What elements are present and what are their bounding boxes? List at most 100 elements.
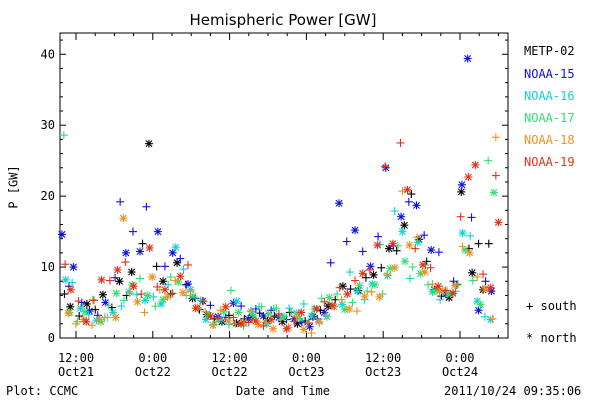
point-noaa-15-south (434, 248, 443, 257)
point-noaa-17-south (484, 156, 493, 165)
point-noaa-19-north (486, 283, 495, 292)
point-noaa-18-north (163, 292, 172, 301)
point-noaa-17-north (355, 281, 364, 290)
x-tick-date-label: Oct23 (365, 365, 401, 379)
point-noaa-15-south (116, 197, 125, 206)
point-noaa-18-south (383, 270, 392, 279)
point-noaa-16-south (149, 292, 158, 301)
point-noaa-19-south (491, 171, 500, 180)
point-noaa-18-north (208, 321, 217, 330)
point-noaa-16-south (68, 278, 77, 287)
point-noaa-15-south (206, 301, 215, 310)
point-noaa-19-south (426, 263, 435, 272)
point-noaa-19-south (365, 265, 374, 274)
point-noaa-15-south (481, 277, 490, 286)
point-noaa-16-south (390, 207, 399, 216)
point-noaa-18-south (458, 242, 467, 251)
point-noaa-19-north (448, 289, 457, 298)
point-noaa-19-south (244, 318, 253, 327)
y-tick-label: 30 (41, 118, 55, 132)
point-noaa-16-north (413, 238, 422, 247)
point-noaa-18-south (428, 280, 437, 289)
point-noaa-17-south (333, 290, 342, 299)
point-noaa-18-north (345, 304, 354, 313)
point-metp-02-south (392, 246, 401, 255)
point-noaa-19-south (105, 276, 114, 285)
point-noaa-19-north (403, 185, 412, 194)
marker-key-north-label: north (540, 331, 577, 345)
point-noaa-17-north (112, 289, 121, 298)
point-noaa-18-south (491, 133, 500, 142)
point-noaa-19-north (191, 304, 200, 313)
footer-left: Plot: CCMC (6, 384, 79, 398)
point-noaa-19-south (456, 212, 465, 221)
point-noaa-15-south (326, 258, 335, 267)
point-noaa-18-north (405, 241, 414, 250)
point-noaa-16-north (322, 312, 331, 321)
point-noaa-19-north (358, 269, 367, 278)
point-noaa-19-south (229, 313, 238, 322)
x-tick-time-label: 0:00 (138, 351, 167, 365)
point-noaa-19-north (221, 302, 230, 311)
point-metp-02-north (82, 299, 91, 308)
point-noaa-15-north (381, 163, 390, 172)
point-noaa-16-north (353, 287, 362, 296)
point-noaa-17-north (325, 293, 334, 302)
point-noaa-19-north (343, 290, 352, 299)
point-noaa-18-north (450, 281, 459, 290)
marker-key-south: + south (526, 299, 577, 313)
point-noaa-18-north (119, 214, 128, 223)
point-metp-02-north (457, 187, 466, 196)
point-noaa-18-north (111, 313, 120, 322)
point-noaa-16-north (383, 271, 392, 280)
point-noaa-15-north (474, 306, 483, 315)
point-noaa-17-north (400, 257, 409, 266)
point-noaa-15-north (463, 54, 472, 63)
point-noaa-15-north (335, 199, 344, 208)
point-noaa-15-south (237, 302, 246, 311)
point-noaa-17-north (80, 307, 89, 316)
point-noaa-15-north (457, 180, 466, 189)
point-noaa-18-south (171, 276, 180, 285)
point-noaa-17-north (416, 269, 425, 278)
point-noaa-15-north (136, 247, 144, 256)
point-noaa-18-south (337, 295, 346, 304)
point-metp-02-north (159, 277, 168, 286)
y-tick-label: 40 (41, 47, 55, 61)
point-noaa-17-south (424, 280, 432, 289)
point-noaa-17-north (143, 291, 152, 300)
plot-frame (59, 32, 509, 339)
point-noaa-19-south (441, 286, 450, 295)
point-noaa-16-south (117, 302, 126, 311)
x-tick-time-label: 0:00 (292, 351, 321, 365)
point-noaa-19-north (82, 317, 91, 326)
point-noaa-16-south (345, 268, 354, 277)
legend-metp-02: METP-02 (524, 44, 575, 58)
point-noaa-18-north (269, 324, 278, 333)
point-noaa-18-south (488, 314, 497, 323)
asterisk-marker-icon: * (526, 331, 534, 345)
chart-title: Hemispheric Power [GW] (189, 11, 377, 29)
point-noaa-18-south (443, 287, 452, 296)
point-noaa-17-south (73, 317, 82, 326)
point-noaa-18-north (420, 268, 429, 277)
point-noaa-17-south (88, 295, 97, 304)
point-noaa-18-south (88, 321, 96, 330)
point-noaa-19-north (373, 241, 382, 250)
point-noaa-19-north (312, 304, 321, 313)
point-noaa-15-north (153, 227, 162, 236)
point-noaa-17-north (489, 188, 498, 197)
point-metp-02-north (400, 221, 409, 230)
point-noaa-18-south (246, 307, 255, 316)
point-noaa-19-south (335, 283, 344, 292)
point-metp-02-north (144, 139, 153, 148)
point-noaa-17-south (59, 131, 68, 140)
point-noaa-16-north (125, 287, 134, 296)
point-metp-02-north (384, 244, 393, 253)
point-metp-02-north (98, 290, 107, 299)
point-noaa-19-north (282, 324, 291, 333)
point-noaa-15-north (69, 263, 78, 272)
point-noaa-18-north (133, 297, 142, 306)
point-noaa-18-south (186, 287, 195, 296)
point-noaa-18-north (299, 325, 308, 334)
